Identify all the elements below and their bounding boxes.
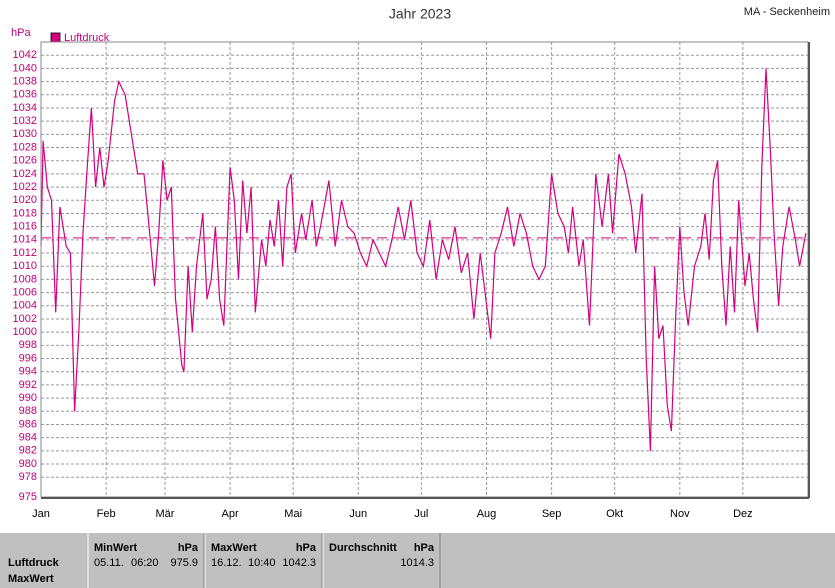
column-unit: hPa — [414, 542, 435, 554]
y-tick-label: 1036 — [13, 89, 37, 101]
y-tick-label: 1040 — [13, 62, 37, 74]
y-tick-label: 1026 — [13, 155, 37, 167]
y-tick-label: 1028 — [13, 141, 37, 153]
y-tick-label: 1008 — [13, 273, 37, 285]
y-tick-label: 1004 — [13, 300, 37, 312]
cell-time: 10:40 — [248, 557, 276, 569]
column-unit: hPa — [296, 542, 317, 554]
column-header: Durchschnitt — [329, 542, 397, 554]
x-tick-label: Okt — [606, 508, 623, 520]
cell-date: 05.11. — [94, 557, 124, 569]
cell-value: 975.9 — [170, 557, 198, 569]
column-header: MinWert — [94, 542, 138, 554]
y-tick-label: 975 — [19, 491, 37, 503]
y-tick-label: 1002 — [13, 313, 37, 325]
y-tick-label: 992 — [19, 379, 37, 391]
y-tick-label: 1038 — [13, 75, 37, 87]
y-tick-label: 1000 — [13, 326, 37, 338]
y-tick-label: 1032 — [13, 115, 37, 127]
cell-value: 1042.3 — [282, 557, 316, 569]
chart-title: Jahr 2023 — [389, 6, 451, 22]
line — [40, 68, 807, 451]
stats-panel — [0, 533, 835, 588]
x-tick-label: Apr — [222, 508, 239, 520]
y-tick-label: 988 — [19, 405, 37, 417]
x-tick-label: Jul — [414, 508, 428, 520]
x-tick-label: Mär — [156, 508, 175, 520]
legend-label: Luftdruck — [64, 32, 110, 44]
x-tick-label: Nov — [670, 508, 690, 520]
y-tick-label: 1018 — [13, 207, 37, 219]
y-tick-label: 1024 — [13, 168, 37, 180]
x-tick-label: Jun — [349, 508, 367, 520]
y-tick-label: 996 — [19, 352, 37, 364]
row-label: Luftdruck — [8, 557, 60, 569]
y-tick-label: 1034 — [13, 102, 37, 114]
x-tick-label: Feb — [97, 508, 116, 520]
cell-date: 16.12. — [211, 557, 242, 569]
y-tick-label: 1012 — [13, 247, 37, 259]
y-tick-label: 982 — [19, 445, 37, 457]
x-tick-label: Dez — [733, 508, 753, 520]
legend-swatch — [50, 32, 61, 43]
x-tick-label: Sep — [542, 508, 562, 520]
station-label: MA - Seckenheim — [744, 6, 830, 18]
y-tick-label: 978 — [19, 471, 37, 483]
y-tick-label: 1010 — [13, 260, 37, 272]
cell-time: 06:20 — [131, 557, 159, 569]
y-tick-label: 998 — [19, 339, 37, 351]
column-unit: hPa — [178, 542, 199, 554]
y-tick-label: 1020 — [13, 194, 37, 206]
y-tick-label: 1030 — [13, 128, 37, 140]
x-tick-label: Aug — [477, 508, 497, 520]
y-tick-label: 1042 — [13, 49, 37, 61]
row-label: MaxWert — [8, 573, 54, 585]
y-tick-label: 1006 — [13, 286, 37, 298]
y-axis-label: hPa — [11, 27, 31, 39]
y-tick-label: 990 — [19, 392, 37, 404]
column-header: MaxWert — [211, 542, 257, 554]
y-tick-label: 984 — [19, 432, 37, 444]
cell-value: 1014.3 — [400, 557, 434, 569]
y-tick-label: 994 — [19, 366, 37, 378]
x-tick-label: Jan — [32, 508, 50, 520]
y-tick-label: 1014 — [13, 234, 37, 246]
x-tick-label: Mai — [284, 508, 302, 520]
y-tick-label: 1022 — [13, 181, 37, 193]
y-tick-label: 980 — [19, 458, 37, 470]
y-tick-label: 986 — [19, 418, 37, 430]
y-tick-label: 1016 — [13, 221, 37, 233]
